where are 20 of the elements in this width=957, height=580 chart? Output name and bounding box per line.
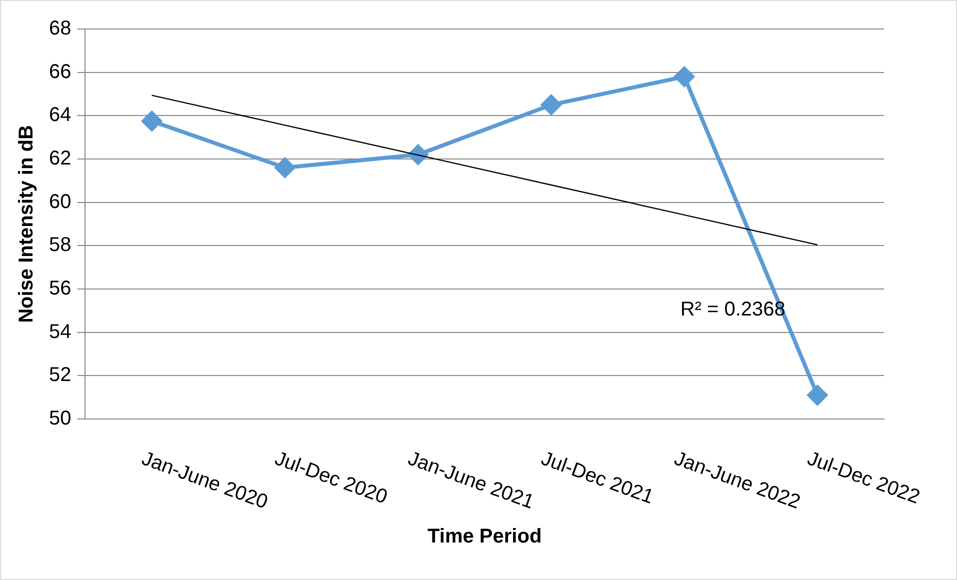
point <box>541 94 562 115</box>
x-tick-label: Jul-Dec 2021 <box>538 448 656 509</box>
y-tick-label: 58 <box>48 234 72 256</box>
x-axis-title: Time Period <box>428 526 542 548</box>
y-tick-label: 56 <box>48 278 72 300</box>
y-tick-label: 54 <box>48 320 72 343</box>
x-tick-label: Jul-Dec 2022 <box>804 448 923 509</box>
y-tick-label: 60 <box>48 190 72 213</box>
point <box>274 158 295 178</box>
y-tick-label: 64 <box>48 104 72 126</box>
y-axis-title: Noise Intensity in dB <box>16 125 38 323</box>
point <box>807 385 828 406</box>
y-tick-label: 66 <box>48 60 72 83</box>
y-tick-label: 50 <box>48 408 72 430</box>
point <box>142 111 162 132</box>
x-tick-label: Jul-Dec 2020 <box>272 448 390 509</box>
y-tick-label: 52 <box>48 364 72 386</box>
y-tick-label: 68 <box>48 18 72 40</box>
point <box>674 66 694 87</box>
y-tick-label: 62 <box>48 148 72 170</box>
